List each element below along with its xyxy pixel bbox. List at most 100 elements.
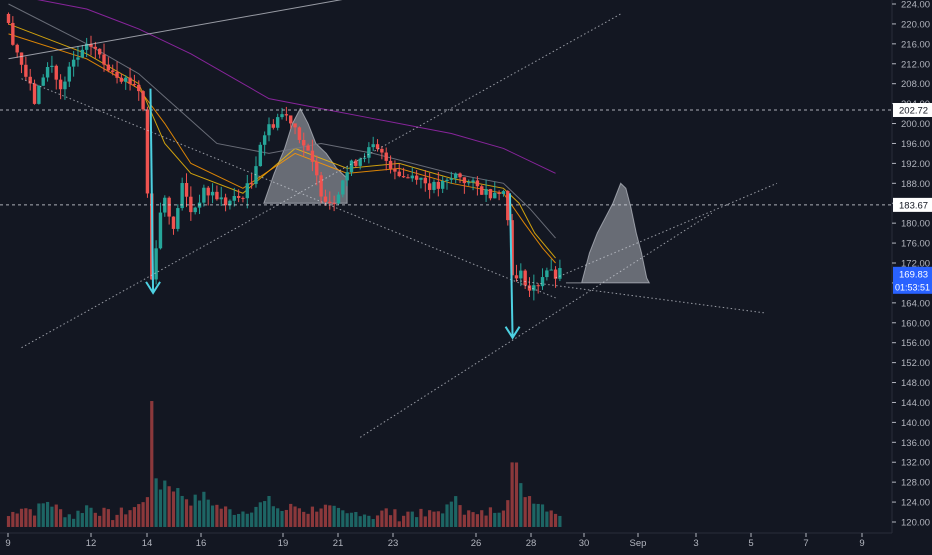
volume-bar xyxy=(380,510,384,527)
candle-body xyxy=(189,196,193,213)
volume-bar xyxy=(375,515,380,527)
volume-bar xyxy=(180,495,184,527)
volume-bar xyxy=(488,507,493,527)
level-price-tag xyxy=(893,197,932,212)
candle-body xyxy=(436,181,441,189)
price-axis-label: 216.00 xyxy=(901,39,930,50)
volume-bar xyxy=(493,512,497,527)
candle-body xyxy=(419,177,423,180)
volume-bar xyxy=(558,515,562,527)
volume-bar xyxy=(59,509,63,527)
volume-bar xyxy=(11,511,15,527)
volume-bar xyxy=(37,503,41,527)
candle-body xyxy=(306,145,310,151)
volume-bar xyxy=(454,496,458,527)
time-axis-label: 21 xyxy=(333,538,344,549)
price-axis-label: 212.00 xyxy=(901,59,930,70)
candle-body xyxy=(514,275,519,279)
time-axis-label: 26 xyxy=(471,538,482,549)
volume-bar xyxy=(32,515,37,527)
volume-bar xyxy=(141,502,145,527)
candle-body xyxy=(84,44,89,50)
volume-bar xyxy=(371,519,375,527)
candle-body xyxy=(97,48,102,55)
volume-bar xyxy=(297,508,301,527)
volume-bar xyxy=(501,510,506,527)
volume-bar xyxy=(367,515,371,527)
volume-bar xyxy=(458,505,462,527)
candle-body xyxy=(462,177,467,184)
candle-body xyxy=(553,269,558,279)
volume-bar xyxy=(328,505,332,527)
candle-body xyxy=(289,115,293,124)
volume-bar xyxy=(176,488,180,527)
time-axis-label: 9 xyxy=(859,538,864,549)
candle-body xyxy=(41,77,45,86)
candle-body xyxy=(445,179,449,181)
candle-body xyxy=(132,83,137,85)
candle-body xyxy=(358,158,362,166)
volume-bar xyxy=(406,511,410,527)
time-axis-label: 9 xyxy=(5,538,10,549)
volume-bar xyxy=(106,509,110,527)
time-axis-label: 5 xyxy=(748,538,753,549)
price-axis-label: 124.00 xyxy=(901,498,930,509)
volume-bar xyxy=(323,504,328,527)
candle-body xyxy=(471,180,475,183)
candle-body xyxy=(323,196,328,202)
candle-body xyxy=(297,127,302,140)
price-axis-label: 132.00 xyxy=(901,458,930,469)
candle-body xyxy=(11,22,15,45)
level-price-tag xyxy=(893,102,932,117)
candle-body xyxy=(228,200,232,206)
volume-bar xyxy=(206,499,210,527)
price-axis-label: 192.00 xyxy=(901,159,930,170)
candle-body xyxy=(384,152,388,161)
volume-bar xyxy=(410,511,414,527)
candle-body xyxy=(19,52,24,65)
candle-body xyxy=(124,77,128,82)
volume-bar xyxy=(128,510,132,527)
candle-body xyxy=(440,180,445,189)
candle-body xyxy=(28,76,32,84)
current-price-label: 169.83 xyxy=(899,269,928,280)
price-axis-label: 196.00 xyxy=(901,139,930,150)
trend-line xyxy=(359,212,713,438)
projection-shape xyxy=(565,182,651,284)
volume-bar xyxy=(50,506,54,527)
candle-body xyxy=(154,248,158,280)
volume-bar xyxy=(397,521,401,527)
candle-body xyxy=(219,197,223,200)
volume-bar xyxy=(67,514,71,527)
candle-body xyxy=(371,144,375,148)
candle-body xyxy=(427,183,432,190)
volume-bar xyxy=(28,509,32,527)
volume-bar xyxy=(415,517,419,527)
volume-bar xyxy=(310,506,315,527)
candle-body xyxy=(545,270,549,278)
volume-bar xyxy=(315,511,319,527)
candle-body xyxy=(128,77,132,84)
candle-body xyxy=(58,79,63,90)
candle-body xyxy=(480,186,484,195)
drop-arrow-shaft xyxy=(149,88,155,293)
candle-body xyxy=(89,44,93,47)
time-axis[interactable]: 9 12 14 16 19 21 23 26 28 30 Sep 3 5 7 9 xyxy=(0,532,932,550)
candle-body xyxy=(332,203,336,205)
candle-body xyxy=(6,13,11,23)
candle-body xyxy=(523,270,527,286)
time-axis-label: 23 xyxy=(388,538,399,549)
volume-bar xyxy=(302,511,306,527)
volume-bar xyxy=(89,507,93,527)
candle-body xyxy=(210,191,215,196)
candle-body xyxy=(206,187,210,196)
volume-bar xyxy=(341,510,345,527)
candle-body xyxy=(319,175,323,197)
trend-line xyxy=(516,279,765,314)
candle-body xyxy=(106,64,111,71)
candle-body xyxy=(50,65,54,67)
volume-bar xyxy=(432,511,436,527)
volume-bar xyxy=(280,510,284,527)
volume-bar xyxy=(362,514,367,527)
